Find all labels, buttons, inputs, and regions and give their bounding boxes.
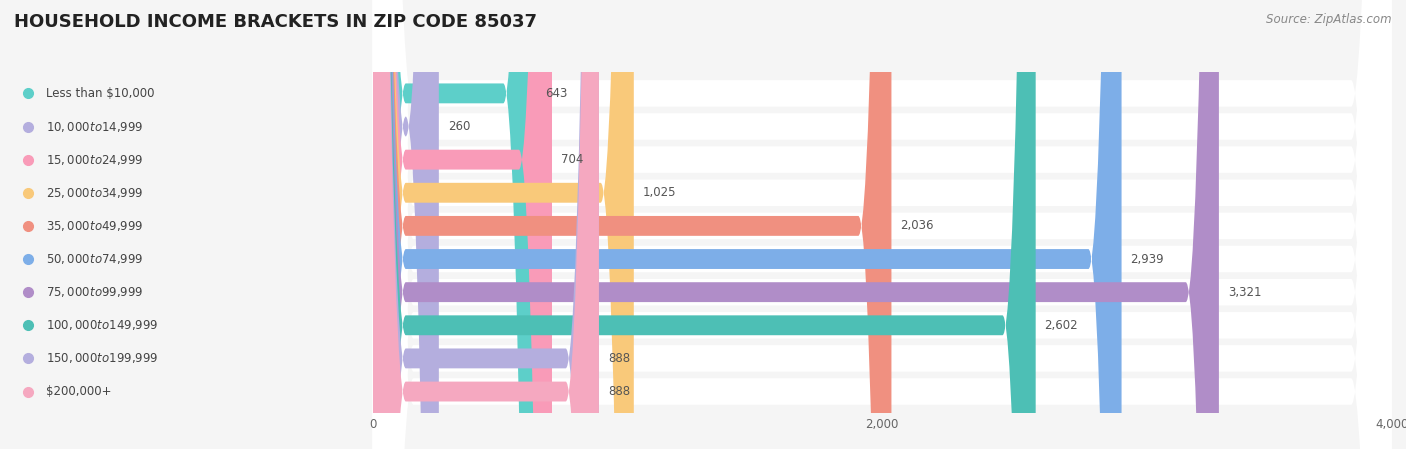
FancyBboxPatch shape [373,0,439,449]
FancyBboxPatch shape [373,0,1392,449]
FancyBboxPatch shape [373,0,1392,449]
Text: Source: ZipAtlas.com: Source: ZipAtlas.com [1267,13,1392,26]
FancyBboxPatch shape [373,0,1392,449]
Text: $200,000+: $200,000+ [46,385,112,398]
Text: 1,025: 1,025 [643,186,676,199]
Text: $25,000 to $34,999: $25,000 to $34,999 [46,186,143,200]
Text: $100,000 to $149,999: $100,000 to $149,999 [46,318,159,332]
FancyBboxPatch shape [373,0,1392,449]
FancyBboxPatch shape [373,0,1122,449]
FancyBboxPatch shape [373,0,553,449]
FancyBboxPatch shape [373,0,1392,449]
FancyBboxPatch shape [373,0,599,449]
Text: HOUSEHOLD INCOME BRACKETS IN ZIP CODE 85037: HOUSEHOLD INCOME BRACKETS IN ZIP CODE 85… [14,13,537,31]
Text: $10,000 to $14,999: $10,000 to $14,999 [46,119,143,133]
FancyBboxPatch shape [373,0,1036,449]
Text: 888: 888 [607,385,630,398]
FancyBboxPatch shape [373,0,1219,449]
Text: $75,000 to $99,999: $75,000 to $99,999 [46,285,143,299]
FancyBboxPatch shape [373,0,599,449]
Text: 2,939: 2,939 [1130,252,1164,265]
Text: 3,321: 3,321 [1227,286,1261,299]
Text: $35,000 to $49,999: $35,000 to $49,999 [46,219,143,233]
Text: 888: 888 [607,352,630,365]
FancyBboxPatch shape [373,0,1392,449]
Text: $50,000 to $74,999: $50,000 to $74,999 [46,252,143,266]
Text: 260: 260 [447,120,470,133]
Text: 704: 704 [561,153,583,166]
Text: Less than $10,000: Less than $10,000 [46,87,155,100]
FancyBboxPatch shape [373,0,634,449]
FancyBboxPatch shape [373,0,1392,449]
Text: $150,000 to $199,999: $150,000 to $199,999 [46,352,159,365]
FancyBboxPatch shape [373,0,1392,449]
Text: 2,602: 2,602 [1045,319,1078,332]
Text: 643: 643 [546,87,568,100]
FancyBboxPatch shape [373,0,891,449]
Text: 2,036: 2,036 [900,220,934,233]
FancyBboxPatch shape [373,0,537,449]
Text: $15,000 to $24,999: $15,000 to $24,999 [46,153,143,167]
FancyBboxPatch shape [373,0,1392,449]
FancyBboxPatch shape [373,0,1392,449]
